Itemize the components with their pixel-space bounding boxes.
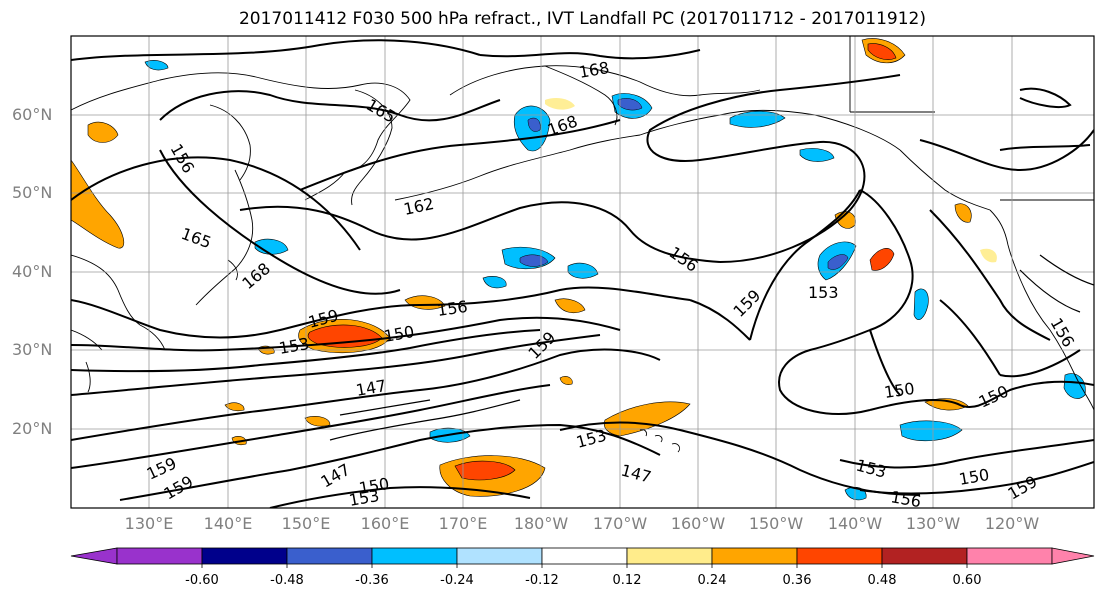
colorbar-tick-label: -0.60 [185, 573, 219, 588]
colorbar-tick-label: 0.12 [612, 573, 642, 588]
lat-label: 50°N [12, 183, 53, 202]
lon-label: 140°W [827, 514, 883, 533]
colorbar-max-extend [1051, 547, 1095, 565]
lat-label: 60°N [12, 105, 53, 124]
contour-label: 150 [883, 379, 916, 402]
colorbar-tick-label: -0.24 [440, 573, 474, 588]
colorbar-segment [711, 547, 798, 565]
colorbar-tick-label: 0.60 [952, 573, 982, 588]
colorbar-segment [626, 547, 713, 565]
lon-label: 170°W [592, 514, 648, 533]
lon-label: 170°E [438, 514, 488, 533]
colorbar-segment [541, 547, 628, 565]
colorbar-tick-label: -0.12 [525, 573, 559, 588]
colorbar-tick-label: -0.36 [355, 573, 389, 588]
lon-label: 160°E [360, 514, 410, 533]
colorbar [70, 547, 1095, 568]
lon-label: 150°W [748, 514, 804, 533]
contour-label: 153 [808, 283, 839, 302]
lat-label: 40°N [12, 262, 53, 281]
graticule [71, 36, 1094, 508]
contour-label: 156 [436, 297, 469, 320]
secondary-contours [329, 254, 1094, 441]
lon-label: 180°W [513, 514, 569, 533]
lat-label: 20°N [12, 419, 53, 438]
lon-label: 160°W [670, 514, 726, 533]
colorbar-segment [116, 547, 203, 565]
colorbar-segment [456, 547, 543, 565]
colorbar-segment [966, 547, 1053, 565]
lon-label: 130°E [124, 514, 174, 533]
height-contours [71, 39, 1094, 508]
map-title: 2017011412 F030 500 hPa refract., IVT La… [238, 9, 926, 29]
colorbar-tick-label: 0.24 [697, 573, 727, 588]
coastlines [71, 36, 1094, 453]
colorbar-tick-label: -0.48 [270, 573, 304, 588]
lon-label: 150°E [281, 514, 331, 533]
lon-label: 130°W [905, 514, 961, 533]
lon-label: 140°E [203, 514, 253, 533]
colorbar-tick-label: 0.48 [867, 573, 897, 588]
colorbar-segment [371, 547, 458, 565]
shaded-anomaly-regions [71, 38, 1086, 501]
colorbar-segment [881, 547, 968, 565]
colorbar-tick-label: 0.36 [782, 573, 812, 588]
colorbar-segment [796, 547, 883, 565]
lon-label: 120°W [984, 514, 1040, 533]
colorbar-min-extend [70, 547, 118, 565]
lat-label: 30°N [12, 340, 53, 359]
colorbar-segment [286, 547, 373, 565]
colorbar-segment [201, 547, 288, 565]
map-frame [70, 35, 1095, 509]
